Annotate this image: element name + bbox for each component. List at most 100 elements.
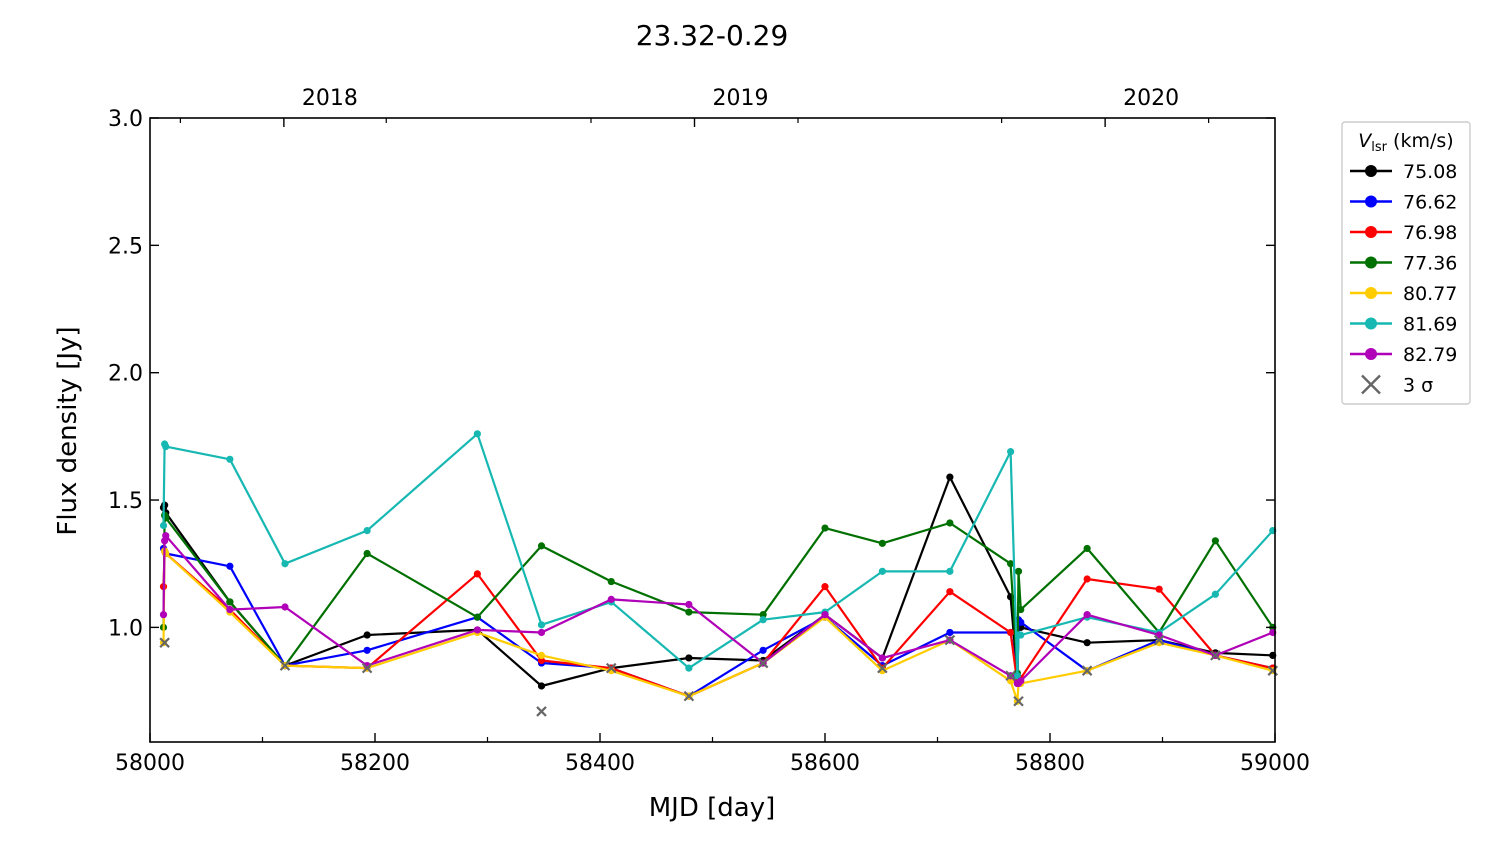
three-sigma-marker (1081, 665, 1093, 676)
data-point (1211, 537, 1219, 545)
data-point (537, 621, 546, 629)
data-point (226, 605, 234, 614)
three-sigma-marker (683, 690, 695, 702)
year-tick-label: 2019 (713, 86, 769, 111)
three-sigma-marker (1005, 670, 1016, 682)
legend-entry: 76.98 (1350, 222, 1457, 244)
series-80-77 (159, 547, 1277, 705)
data-point (1017, 605, 1025, 614)
data-point (821, 611, 829, 619)
legend-marker (1365, 287, 1377, 299)
legend-label: 75.08 (1403, 161, 1457, 183)
data-point (473, 626, 481, 634)
three-sigma-marker (1153, 634, 1165, 646)
data-point (1014, 567, 1023, 575)
legend-label: 80.77 (1403, 283, 1457, 305)
data-point (1007, 628, 1015, 637)
data-point (759, 616, 767, 624)
legend: Vlsr (km/s) 75.08 76.62 76.98 77.36 80.77 81.6… (1341, 121, 1471, 405)
legend-marker (1365, 226, 1377, 238)
three-sigma-marker (536, 706, 547, 717)
three-sigma-marker (1210, 650, 1221, 661)
legend-box (1341, 121, 1471, 405)
legend-entry: 81.69 (1350, 314, 1457, 336)
legend-marker (1365, 165, 1377, 177)
y-axis: 1.0 1.5 2.0 2.5 3.0 (108, 107, 1275, 641)
data-point (537, 628, 546, 637)
data-point (1083, 575, 1091, 583)
data-point (473, 430, 481, 438)
x-tick-label: 58200 (340, 751, 410, 776)
data-point (1211, 590, 1219, 598)
data-point (159, 611, 168, 619)
marker-stroke (757, 657, 769, 669)
data-point (946, 473, 954, 481)
marker-stroke (1153, 634, 1165, 646)
legend-entry: 80.77 (1350, 283, 1457, 305)
marker-stroke (944, 634, 956, 646)
marker-stroke (1210, 650, 1221, 661)
data-point (878, 567, 886, 575)
series-line (162, 534, 1274, 685)
marker-stroke (683, 690, 695, 702)
data-point (537, 656, 546, 665)
data-point (878, 654, 886, 662)
data-point (537, 651, 546, 660)
three-sigma-marker (279, 660, 291, 671)
data-point (1155, 585, 1163, 593)
three-sigma-marker (1013, 695, 1024, 707)
marker-stroke (1013, 695, 1024, 707)
legend-entry: 75.08 (1350, 161, 1457, 183)
marker-stroke (536, 706, 547, 717)
series-line (162, 514, 1274, 675)
legend-label: 82.79 (1403, 344, 1457, 366)
data-point (473, 570, 481, 578)
data-point (363, 527, 371, 535)
data-point (1083, 611, 1091, 619)
data-point (363, 646, 371, 654)
data-point (1013, 672, 1021, 680)
data-point (363, 631, 371, 639)
legend-sigma-marker (1361, 374, 1381, 395)
data-point (685, 654, 693, 662)
data-point (607, 595, 615, 603)
marker-stroke (605, 662, 617, 674)
data-point (1017, 677, 1025, 685)
legend-entry: 82.79 (1350, 344, 1457, 366)
data-point (162, 532, 170, 540)
x-axis: 58000 58200 58400 58600 58800 59000 (115, 733, 1310, 776)
series-line (162, 549, 1274, 698)
data-point (226, 598, 234, 606)
x-tick-label: 59000 (1240, 751, 1310, 776)
data-point (607, 577, 615, 586)
three-sigma-marker (944, 634, 956, 646)
data-point (946, 628, 954, 637)
three-sigma-marker (757, 657, 769, 669)
legend-entry: 77.36 (1350, 253, 1457, 275)
data-point (1007, 560, 1015, 568)
legend-entry: 76.62 (1350, 192, 1457, 214)
data-point (685, 664, 693, 672)
data-point (685, 600, 693, 609)
data-point (946, 519, 954, 527)
legend-marker (1365, 195, 1377, 208)
x-tick-label: 58600 (790, 751, 860, 776)
y-tick-label: 2.0 (108, 362, 143, 387)
plot-frame (149, 117, 1276, 743)
legend-marker (1365, 256, 1377, 269)
top-year-axis: 2018 2019 2020 (179, 86, 1210, 127)
y-tick-label: 1.5 (108, 489, 143, 514)
data-point (1017, 631, 1025, 639)
x-axis-label: MJD [day] (649, 793, 776, 823)
data-point (363, 549, 371, 558)
data-point (226, 562, 234, 570)
legend-marker (1365, 348, 1377, 360)
data-point (821, 524, 829, 532)
year-tick-label: 2020 (1123, 86, 1179, 111)
y-tick-label: 3.0 (108, 107, 143, 132)
data-point (1007, 448, 1015, 456)
data-point (281, 603, 289, 611)
marker-stroke (279, 660, 291, 671)
data-point (946, 567, 954, 575)
data-point (685, 608, 693, 616)
